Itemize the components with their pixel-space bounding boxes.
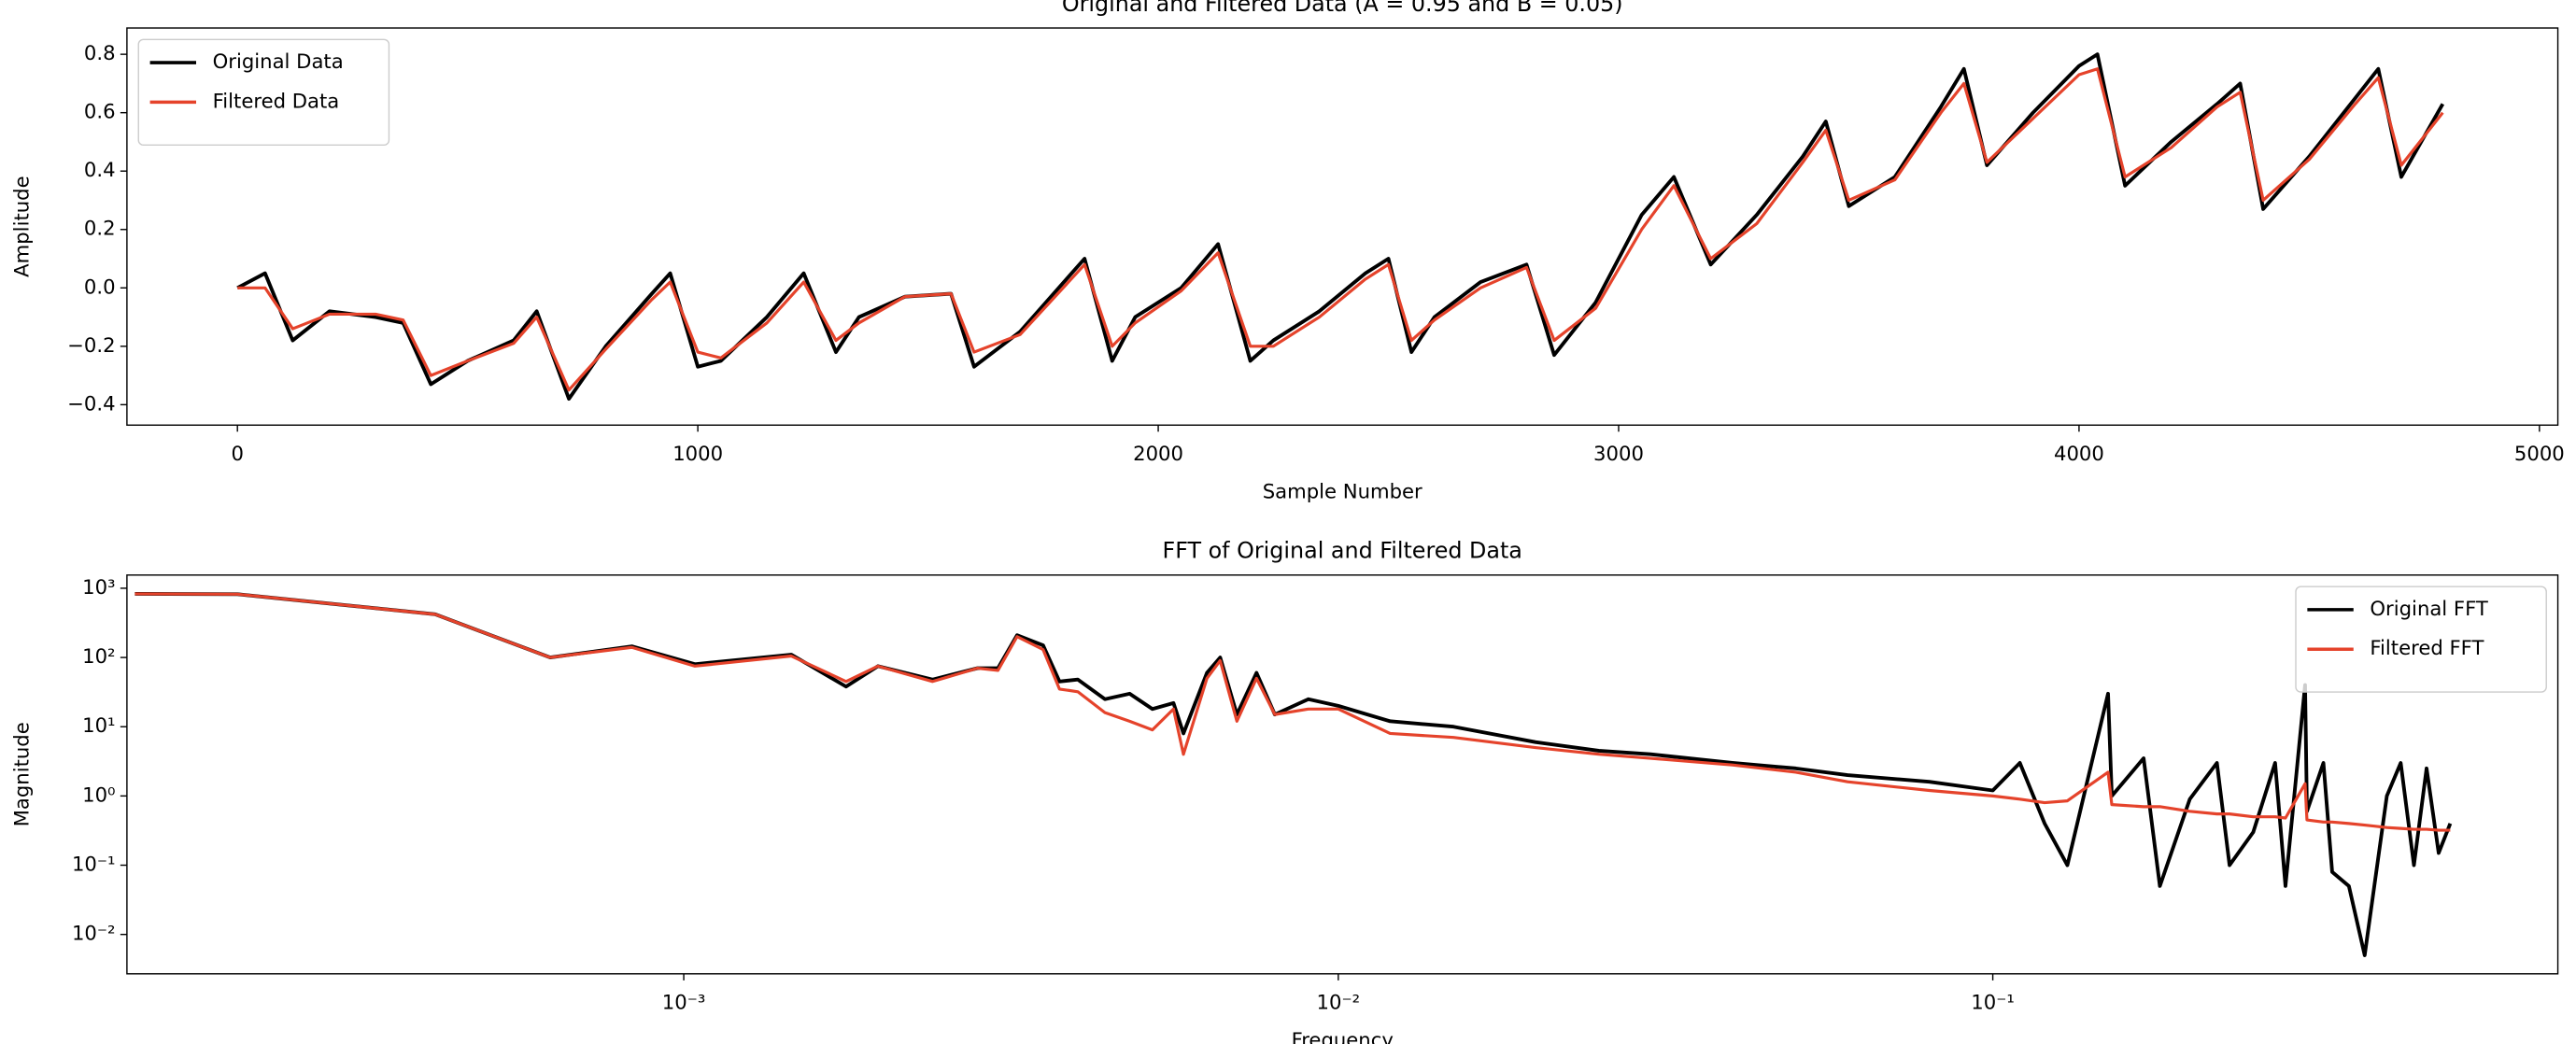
- legend-label: Original FFT: [2370, 597, 2487, 620]
- axes-frame: [126, 574, 2559, 975]
- y-tick-label: 10²: [82, 644, 115, 668]
- chart-title: Original and Filtered Data (A = 0.95 and…: [1062, 0, 1623, 17]
- x-axis-label: Sample Number: [1263, 480, 1422, 503]
- y-axis-label: Magnitude: [10, 722, 34, 826]
- legend-label: Filtered Data: [213, 89, 340, 112]
- y-tick-label: 0.2: [84, 217, 116, 240]
- y-tick-label: 10⁰: [82, 783, 115, 806]
- x-tick-label: 10⁻²: [1317, 991, 1361, 1014]
- x-tick-label: 10⁻³: [662, 991, 706, 1014]
- y-tick-label: 10¹: [82, 713, 115, 737]
- y-tick-label: 0.6: [84, 100, 116, 123]
- x-tick-label: 0: [231, 442, 243, 465]
- axes-frame: [126, 27, 2559, 426]
- legend-label: Filtered FFT: [2370, 636, 2484, 659]
- x-tick-label: 1000: [672, 442, 723, 465]
- y-tick-label: 0.8: [84, 41, 116, 64]
- x-tick-label: 4000: [2054, 442, 2104, 465]
- x-tick-label: 10⁻¹: [1971, 991, 2015, 1014]
- data-line: [237, 67, 2444, 392]
- y-tick-label: 10⁻²: [72, 922, 116, 945]
- y-tick-label: −0.2: [67, 333, 115, 357]
- x-tick-label: 5000: [2514, 442, 2565, 465]
- y-axis-label: Amplitude: [10, 176, 34, 276]
- chart-title: FFT of Original and Filtered Data: [1163, 538, 1522, 564]
- y-tick-label: 10³: [82, 575, 115, 599]
- data-line: [134, 592, 2451, 832]
- y-tick-label: 10⁻¹: [72, 853, 116, 876]
- y-tick-label: 0.4: [84, 158, 116, 181]
- y-tick-label: 0.0: [84, 275, 116, 298]
- legend-box: [137, 38, 390, 146]
- legend-box: [2295, 585, 2547, 693]
- x-tick-label: 2000: [1133, 442, 1183, 465]
- y-tick-label: −0.4: [67, 391, 115, 415]
- x-tick-label: 3000: [1593, 442, 1644, 465]
- data-line: [236, 52, 2445, 402]
- x-axis-label: Frequency: [1292, 1028, 1394, 1044]
- legend-label: Original Data: [213, 49, 344, 73]
